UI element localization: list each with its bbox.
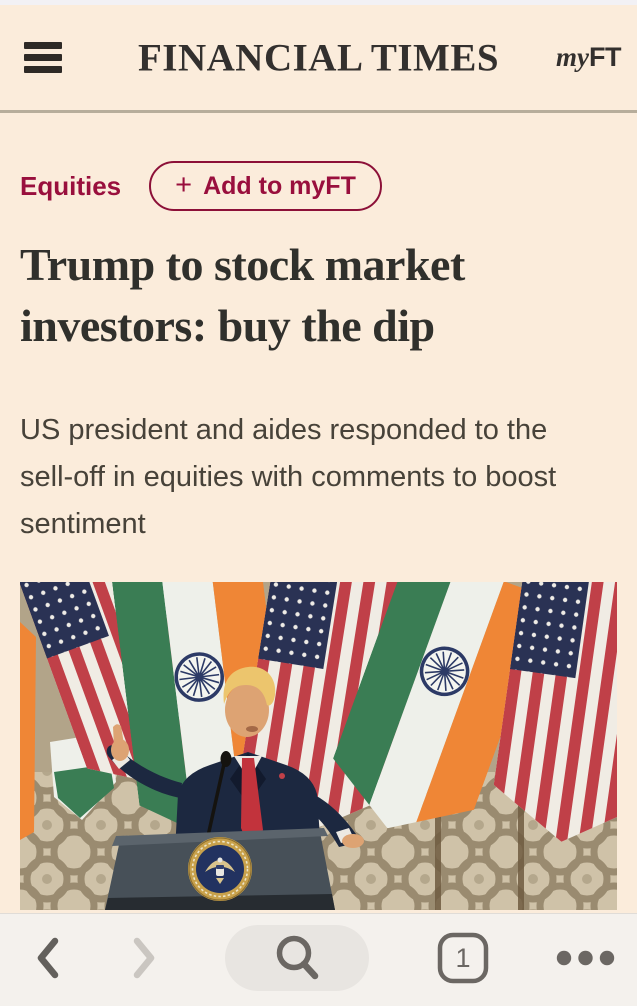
ft-masthead-logo[interactable]: FINANCIAL TIMES: [137, 36, 500, 79]
more-button[interactable]: [556, 950, 615, 966]
browser-toolbar: 1: [0, 913, 637, 1006]
search-button[interactable]: [225, 925, 369, 991]
article-photo: [20, 582, 617, 911]
myft-ft: FT: [589, 42, 622, 72]
article: Equities + Add to myFT Trump to stock ma…: [0, 161, 637, 911]
forward-button[interactable]: [130, 936, 158, 980]
forward-icon: [133, 937, 154, 979]
article-headline: Trump to stock market investors: buy the…: [20, 239, 465, 351]
more-icon: [556, 950, 615, 966]
article-standfirst: US president and aides responded to the …: [20, 414, 557, 541]
tab-count: 1: [455, 943, 470, 973]
search-icon: [276, 935, 319, 980]
back-icon: [37, 937, 59, 979]
presidential-seal: [188, 837, 252, 902]
photo-illustration: [20, 582, 617, 911]
back-button[interactable]: [34, 936, 62, 980]
tabs-icon: 1: [437, 932, 488, 984]
flag-india-sliver: [20, 622, 116, 841]
tabs-button[interactable]: 1: [437, 932, 489, 984]
plus-icon: +: [175, 168, 193, 201]
ft-header: FINANCIAL TIMES myFT: [0, 5, 637, 113]
add-to-myft-label: Add to myFT: [203, 171, 356, 200]
status-bar-strip: [0, 0, 637, 5]
myft-link[interactable]: myFT: [556, 42, 622, 73]
topic-tag-equities[interactable]: Equities: [20, 170, 122, 201]
add-to-myft-button[interactable]: + Add to myFT: [149, 161, 382, 211]
hamburger-menu-icon[interactable]: [24, 42, 62, 73]
lectern: [105, 751, 335, 911]
myft-my: my: [556, 42, 589, 72]
microphone-icon: [206, 762, 226, 839]
topic-row: Equities + Add to myFT: [20, 161, 617, 211]
